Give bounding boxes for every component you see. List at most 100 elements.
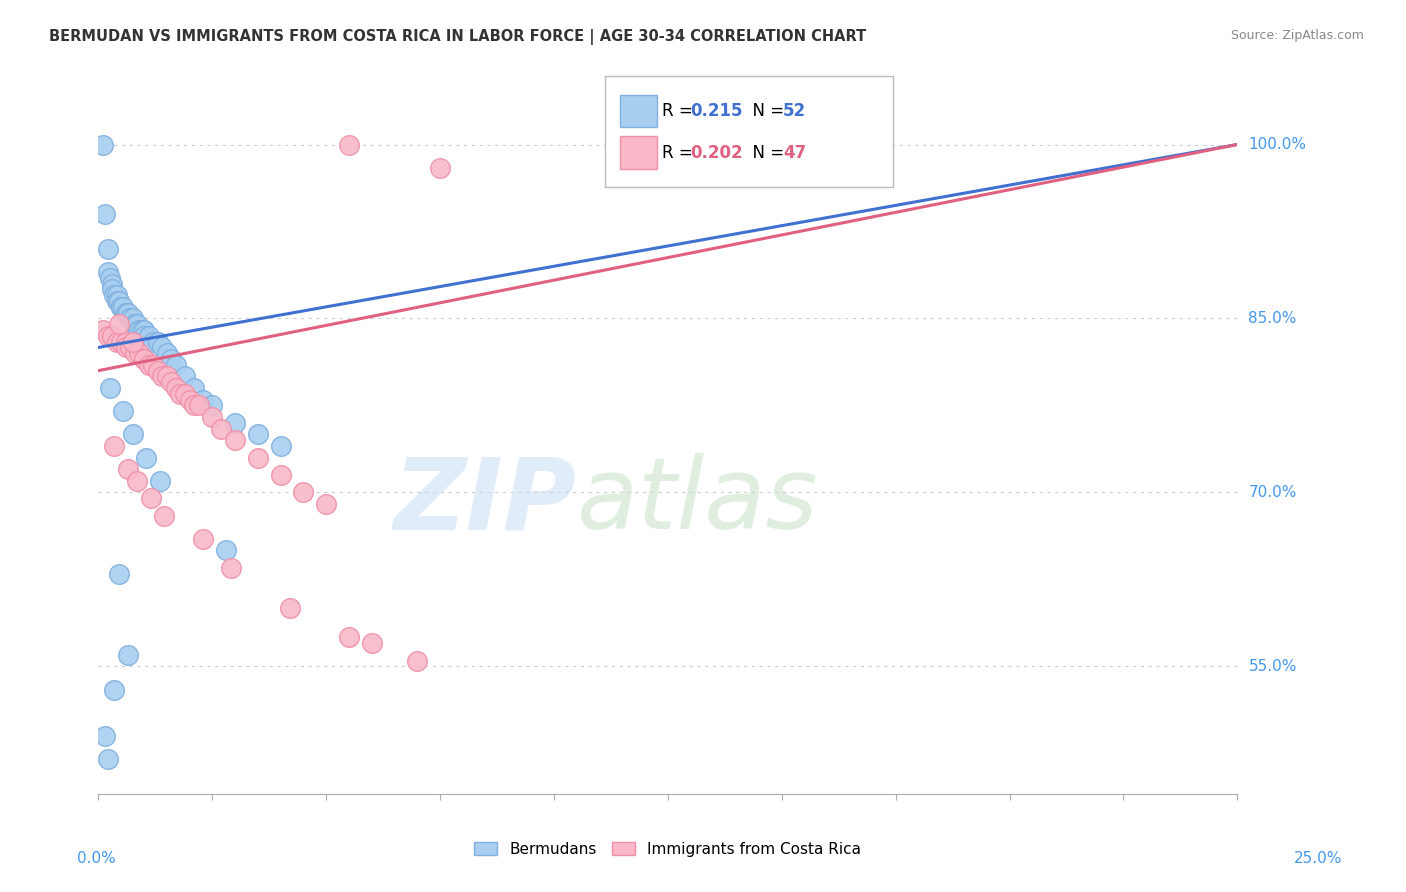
Point — [174, 386, 197, 401]
Text: 0.215: 0.215 — [690, 102, 742, 120]
Point — [292, 485, 315, 500]
Point — [132, 351, 155, 366]
Point — [150, 340, 173, 354]
Point — [112, 300, 135, 314]
Point — [146, 334, 169, 349]
Point — [101, 282, 124, 296]
Point — [124, 317, 146, 331]
Point — [138, 328, 160, 343]
Point — [96, 328, 118, 343]
Point — [103, 439, 125, 453]
Point — [108, 317, 131, 331]
Point — [132, 323, 155, 337]
Point — [634, 137, 657, 152]
Point — [108, 293, 131, 308]
Point — [209, 421, 232, 435]
Point — [187, 398, 209, 412]
Point — [112, 404, 135, 418]
Point — [98, 381, 121, 395]
Point — [149, 474, 172, 488]
Text: 52: 52 — [783, 102, 806, 120]
Point — [124, 317, 146, 331]
Point — [215, 543, 238, 558]
Text: atlas: atlas — [576, 453, 818, 550]
Point — [201, 409, 224, 424]
Text: BERMUDAN VS IMMIGRANTS FROM COSTA RICA IN LABOR FORCE | AGE 30-34 CORRELATION CH: BERMUDAN VS IMMIGRANTS FROM COSTA RICA I… — [49, 29, 866, 45]
Text: R =: R = — [662, 144, 699, 161]
Text: 25.0%: 25.0% — [1295, 851, 1343, 865]
Point — [138, 358, 160, 372]
Point — [315, 497, 337, 511]
Text: N =: N = — [742, 144, 790, 161]
Point — [120, 311, 142, 326]
Point — [132, 351, 155, 366]
Text: 47: 47 — [783, 144, 807, 161]
Point — [246, 450, 269, 465]
Legend: Bermudans, Immigrants from Costa Rica: Bermudans, Immigrants from Costa Rica — [468, 836, 868, 863]
Point — [174, 369, 197, 384]
Text: 0.202: 0.202 — [690, 144, 742, 161]
Point — [91, 323, 114, 337]
Point — [193, 532, 215, 546]
Text: ZIP: ZIP — [394, 453, 576, 550]
Point — [132, 328, 155, 343]
Point — [156, 346, 179, 360]
Point — [183, 381, 205, 395]
Point — [246, 427, 269, 442]
Point — [94, 207, 117, 221]
Point — [91, 137, 114, 152]
Point — [103, 288, 125, 302]
Point — [337, 137, 360, 152]
Point — [98, 270, 121, 285]
Point — [108, 566, 131, 581]
Text: 85.0%: 85.0% — [1249, 311, 1296, 326]
Point — [121, 311, 143, 326]
Point — [121, 334, 143, 349]
Point — [114, 340, 136, 354]
Point — [120, 340, 142, 354]
Point — [193, 392, 215, 407]
Point — [114, 305, 136, 319]
Point — [117, 462, 139, 476]
Point — [105, 293, 128, 308]
Point — [121, 427, 143, 442]
Point — [96, 242, 118, 256]
Point — [117, 305, 139, 319]
Point — [124, 346, 146, 360]
Point — [128, 346, 150, 360]
Point — [406, 653, 429, 667]
Point — [201, 398, 224, 412]
Point — [127, 317, 149, 331]
Point — [114, 334, 136, 349]
Text: Source: ZipAtlas.com: Source: ZipAtlas.com — [1230, 29, 1364, 42]
Point — [160, 351, 183, 366]
Point — [337, 630, 360, 644]
Point — [96, 265, 118, 279]
Text: 0.0%: 0.0% — [77, 851, 117, 865]
Point — [156, 369, 179, 384]
Text: 100.0%: 100.0% — [1249, 137, 1306, 152]
Point — [110, 300, 132, 314]
Point — [101, 277, 124, 291]
Point — [169, 386, 191, 401]
Point — [110, 334, 132, 349]
Point — [96, 752, 118, 766]
Point — [270, 439, 292, 453]
Point — [105, 334, 128, 349]
Point — [135, 450, 157, 465]
Point — [146, 364, 169, 378]
Point — [179, 392, 201, 407]
Point — [165, 381, 187, 395]
Point — [224, 433, 246, 447]
Point — [142, 358, 165, 372]
Point — [120, 311, 142, 326]
Point — [101, 328, 124, 343]
Point — [270, 467, 292, 482]
Point — [219, 560, 242, 574]
Point — [94, 729, 117, 743]
Point — [153, 508, 176, 523]
Text: R =: R = — [662, 102, 699, 120]
Point — [360, 636, 382, 650]
Text: 55.0%: 55.0% — [1249, 659, 1296, 673]
Point — [127, 474, 149, 488]
